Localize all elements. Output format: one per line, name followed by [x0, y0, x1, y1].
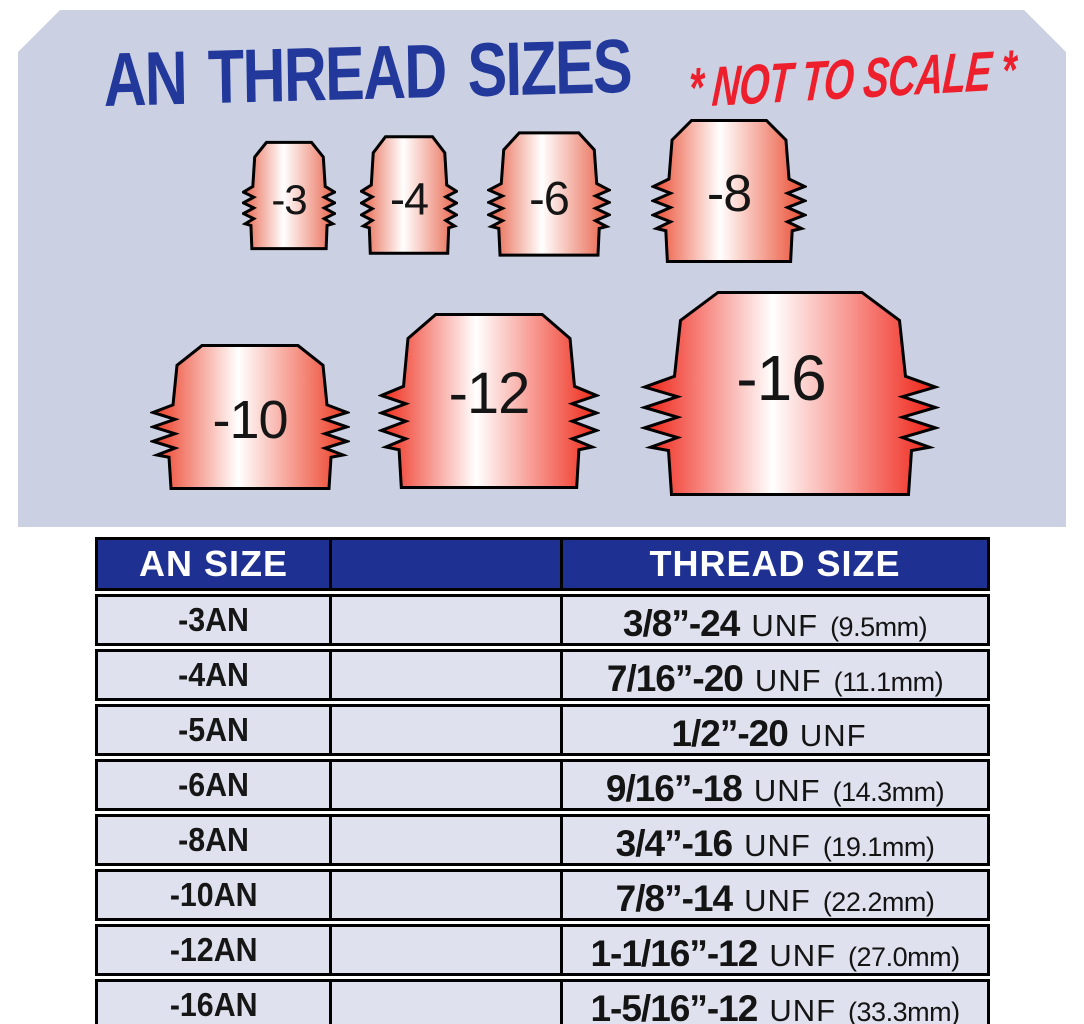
an-size-column-header: AN SIZE — [98, 540, 332, 588]
empty-cell — [332, 927, 563, 973]
thread-metric: (9.5mm) — [830, 612, 928, 642]
thread-standard: UNF — [744, 883, 811, 918]
thread-size-value: 1-1/16”-12 — [590, 933, 758, 974]
top-panel: AN THREAD SIZES * NOT TO SCALE * -3 — [18, 10, 1066, 527]
fitting-8-label: -8 — [706, 165, 752, 223]
thread-size-value: 1-5/16”-12 — [590, 988, 758, 1024]
fitting-8-illustration — [651, 116, 807, 266]
an-size-value: -8AN — [178, 821, 249, 858]
an-size-value: -16AN — [169, 986, 258, 1023]
thread-standard: UNF — [769, 938, 837, 973]
empty-cell — [332, 872, 563, 918]
thread-metric: (22.2mm) — [822, 887, 935, 917]
fitting-8: -8 — [651, 116, 807, 266]
empty-cell — [332, 652, 563, 698]
fitting-12-illustration — [378, 309, 600, 493]
thread-size-column-header: THREAD SIZE — [649, 543, 901, 584]
thread-standard: UNF — [751, 608, 819, 643]
empty-cell — [332, 597, 563, 643]
fitting-6-illustration — [487, 129, 611, 259]
an-size-value: -4AN — [178, 656, 249, 693]
empty-cell — [332, 817, 563, 863]
thread-standard: UNF — [769, 993, 837, 1024]
fitting-12-label: -12 — [448, 360, 530, 426]
thread-standard: UNF — [753, 773, 821, 808]
page-title: AN THREAD SIZES — [102, 23, 632, 123]
fitting-3-label: -3 — [271, 176, 307, 224]
thread-size-table: AN SIZE THREAD SIZE -3AN 3/8”-24 UNF (9.… — [95, 537, 990, 1024]
fitting-16-illustration — [640, 286, 940, 501]
empty-column-header — [332, 540, 563, 588]
table-row: -16AN 1-5/16”-12 UNF (33.3mm) — [95, 979, 990, 1024]
table-row: -4AN 7/16”-20 UNF (11.1mm) — [95, 649, 990, 701]
an-size-value: -5AN — [178, 711, 249, 748]
an-size-value: -12AN — [169, 931, 258, 968]
fitting-4-illustration — [360, 133, 458, 257]
thread-metric: (27.0mm) — [848, 942, 960, 972]
thread-metric: (33.3mm) — [848, 997, 960, 1024]
an-size-value: -10AN — [169, 876, 258, 913]
fitting-6-label: -6 — [529, 171, 569, 225]
thread-size-value: 3/8”-24 — [622, 603, 740, 644]
table-row: -6AN 9/16”-18 UNF (14.3mm) — [95, 759, 990, 811]
thread-size-value: 7/8”-14 — [615, 878, 733, 919]
thread-standard: UNF — [799, 718, 867, 753]
thread-standard: UNF — [744, 828, 811, 863]
fitting-3-illustration — [242, 139, 336, 252]
fitting-16-label: -16 — [736, 342, 826, 415]
thread-standard: UNF — [754, 663, 822, 698]
fitting-10: -10 — [150, 341, 350, 493]
thread-size-value: 1/2”-20 — [671, 713, 788, 754]
fitting-6: -6 — [487, 129, 611, 259]
thread-metric: (11.1mm) — [833, 667, 944, 697]
not-to-scale-note: * NOT TO SCALE * — [685, 37, 1018, 120]
table-row: -8AN 3/4”-16 UNF (19.1mm) — [95, 814, 990, 866]
table-row: -5AN 1/2”-20 UNF — [95, 704, 990, 756]
an-size-value: -6AN — [178, 766, 249, 803]
table-row: -10AN 7/8”-14 UNF (22.2mm) — [95, 869, 990, 921]
thread-size-value: 9/16”-18 — [605, 768, 743, 809]
table-row: -12AN 1-1/16”-12 UNF (27.0mm) — [95, 924, 990, 976]
fitting-10-illustration — [150, 341, 350, 493]
thread-metric: (14.3mm) — [832, 777, 945, 807]
fitting-3: -3 — [242, 139, 336, 252]
table-row: -3AN 3/8”-24 UNF (9.5mm) — [95, 594, 990, 646]
table-header-row: AN SIZE THREAD SIZE — [95, 537, 990, 591]
fitting-12: -12 — [378, 309, 600, 493]
thread-size-value: 3/4”-16 — [615, 823, 733, 864]
thread-size-value: 7/16”-20 — [606, 658, 744, 699]
empty-cell — [332, 762, 563, 808]
empty-cell — [332, 982, 563, 1024]
fitting-16: -16 — [640, 286, 940, 501]
thread-metric: (19.1mm) — [822, 832, 935, 862]
fitting-4-label: -4 — [389, 173, 429, 225]
empty-cell — [332, 707, 563, 753]
fitting-10-label: -10 — [212, 390, 288, 451]
fitting-4: -4 — [360, 133, 458, 257]
an-size-value: -3AN — [178, 601, 249, 638]
